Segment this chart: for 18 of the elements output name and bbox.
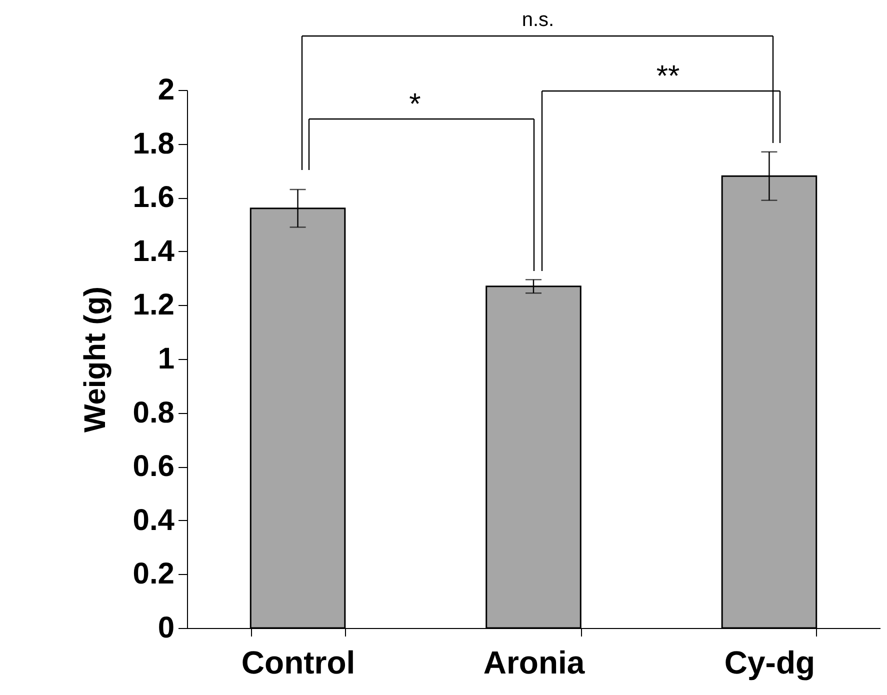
annotation: ** bbox=[656, 60, 680, 93]
y-tick-label: 1.6 bbox=[132, 181, 174, 214]
annotation: * bbox=[409, 88, 422, 121]
x-tick-label: Cy-dg bbox=[724, 644, 816, 680]
y-tick-label: 0.6 bbox=[132, 450, 174, 484]
x-tick-label: Control bbox=[241, 644, 356, 680]
y-tick-label: 0.4 bbox=[132, 504, 175, 537]
x-tick-label: Aronia bbox=[483, 644, 585, 680]
y-tick-label: 2 bbox=[158, 74, 174, 106]
y-tick-label: 1.2 bbox=[132, 288, 174, 322]
y-tick-label: 0.8 bbox=[132, 396, 174, 430]
y-tick-label: 0.2 bbox=[132, 558, 174, 591]
y-tick-label: 0 bbox=[158, 612, 174, 644]
y-tick-label: 1 bbox=[158, 342, 174, 376]
text: n.s. bbox=[522, 9, 554, 31]
y-axis-title: Weight (g) bbox=[78, 286, 112, 433]
y-tick-label: 1.8 bbox=[132, 127, 174, 160]
y-tick-label: 1.4 bbox=[132, 234, 175, 268]
